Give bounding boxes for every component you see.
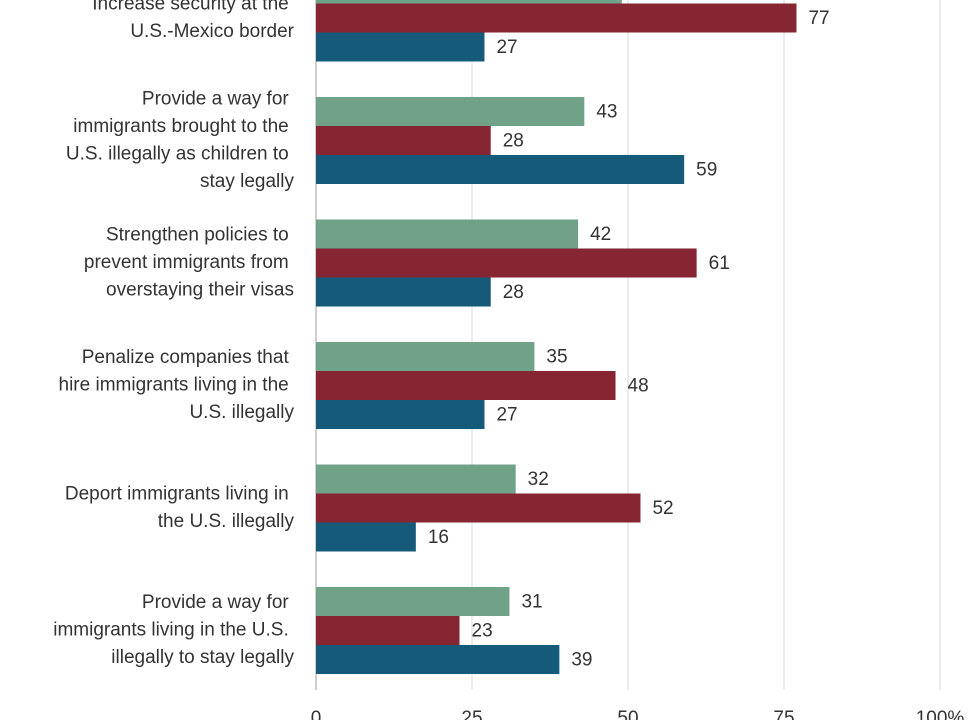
category-label-line: immigrants living in the U.S. bbox=[53, 620, 294, 641]
bar bbox=[316, 3, 797, 33]
bar bbox=[316, 155, 685, 184]
bar bbox=[316, 219, 579, 249]
value-label: 59 bbox=[696, 160, 717, 181]
x-tick-label: 75 bbox=[773, 708, 794, 720]
category-label-line: Penalize companies that bbox=[82, 347, 294, 368]
x-tick-label: 50 bbox=[617, 708, 638, 720]
value-label: 52 bbox=[652, 498, 673, 519]
category-label-line: hire immigrants living in the bbox=[59, 375, 294, 396]
x-tick-label: 0 bbox=[311, 708, 322, 720]
category-label-line: U.S.-Mexico border bbox=[130, 21, 294, 42]
value-label: 16 bbox=[428, 527, 449, 548]
value-label: 77 bbox=[808, 8, 829, 29]
value-label: 48 bbox=[628, 376, 649, 397]
bar bbox=[316, 0, 622, 4]
value-label: 27 bbox=[496, 405, 517, 426]
category-label-line: Increase security at the bbox=[92, 0, 294, 14]
value-label: 28 bbox=[503, 282, 524, 303]
value-label: 39 bbox=[571, 650, 592, 671]
x-tick-label: 100% bbox=[916, 708, 965, 720]
bar bbox=[316, 587, 510, 616]
category-label-line: prevent immigrants from bbox=[84, 252, 294, 273]
category-label-line: illegally to stay legally bbox=[111, 647, 294, 668]
bar bbox=[316, 32, 485, 62]
value-label: 42 bbox=[590, 224, 611, 245]
bar bbox=[316, 371, 616, 400]
bar bbox=[316, 493, 641, 523]
category-label-line: U.S. illegally bbox=[189, 402, 294, 423]
category-label-line: Provide a way for bbox=[142, 592, 294, 613]
category-label: Penalize companies that hire immigrants … bbox=[59, 347, 295, 423]
bar bbox=[316, 277, 491, 307]
value-label: 23 bbox=[472, 621, 493, 642]
category-label-line: the U.S. illegally bbox=[158, 511, 295, 532]
category-label: Provide a way for immigrants living in t… bbox=[53, 592, 294, 668]
value-label: 35 bbox=[546, 347, 567, 368]
value-label: 32 bbox=[528, 469, 549, 490]
category-label-line: stay legally bbox=[200, 171, 294, 192]
value-label: 28 bbox=[503, 131, 524, 152]
category-label-line: U.S. illegally as children to bbox=[66, 143, 294, 164]
bar bbox=[316, 522, 416, 552]
category-label: Provide a way for immigrants brought to … bbox=[66, 88, 295, 192]
bar bbox=[316, 342, 535, 371]
category-label: Increase security at the U.S.-Mexico bor… bbox=[92, 0, 294, 42]
bar bbox=[316, 616, 460, 645]
category-label-line: immigrants brought to the bbox=[73, 116, 294, 137]
category-label-line: Provide a way for bbox=[142, 88, 294, 109]
category-label-line: Strengthen policies to bbox=[106, 225, 294, 246]
value-label: 61 bbox=[709, 253, 730, 274]
bar bbox=[316, 126, 491, 155]
category-label: Strengthen policies to prevent immigrant… bbox=[84, 225, 294, 301]
bar bbox=[316, 248, 697, 278]
category-label-line: Deport immigrants living in bbox=[65, 483, 294, 504]
value-label: 43 bbox=[596, 102, 617, 123]
x-tick-label: 25 bbox=[461, 708, 482, 720]
bar bbox=[316, 645, 560, 674]
bar bbox=[316, 464, 516, 494]
category-label-line: overstaying their visas bbox=[106, 280, 294, 301]
bar bbox=[316, 97, 585, 126]
value-label: 31 bbox=[521, 592, 542, 613]
value-label: 27 bbox=[496, 37, 517, 58]
bar bbox=[316, 400, 485, 429]
category-label: Deport immigrants living in the U.S. ill… bbox=[65, 483, 295, 532]
